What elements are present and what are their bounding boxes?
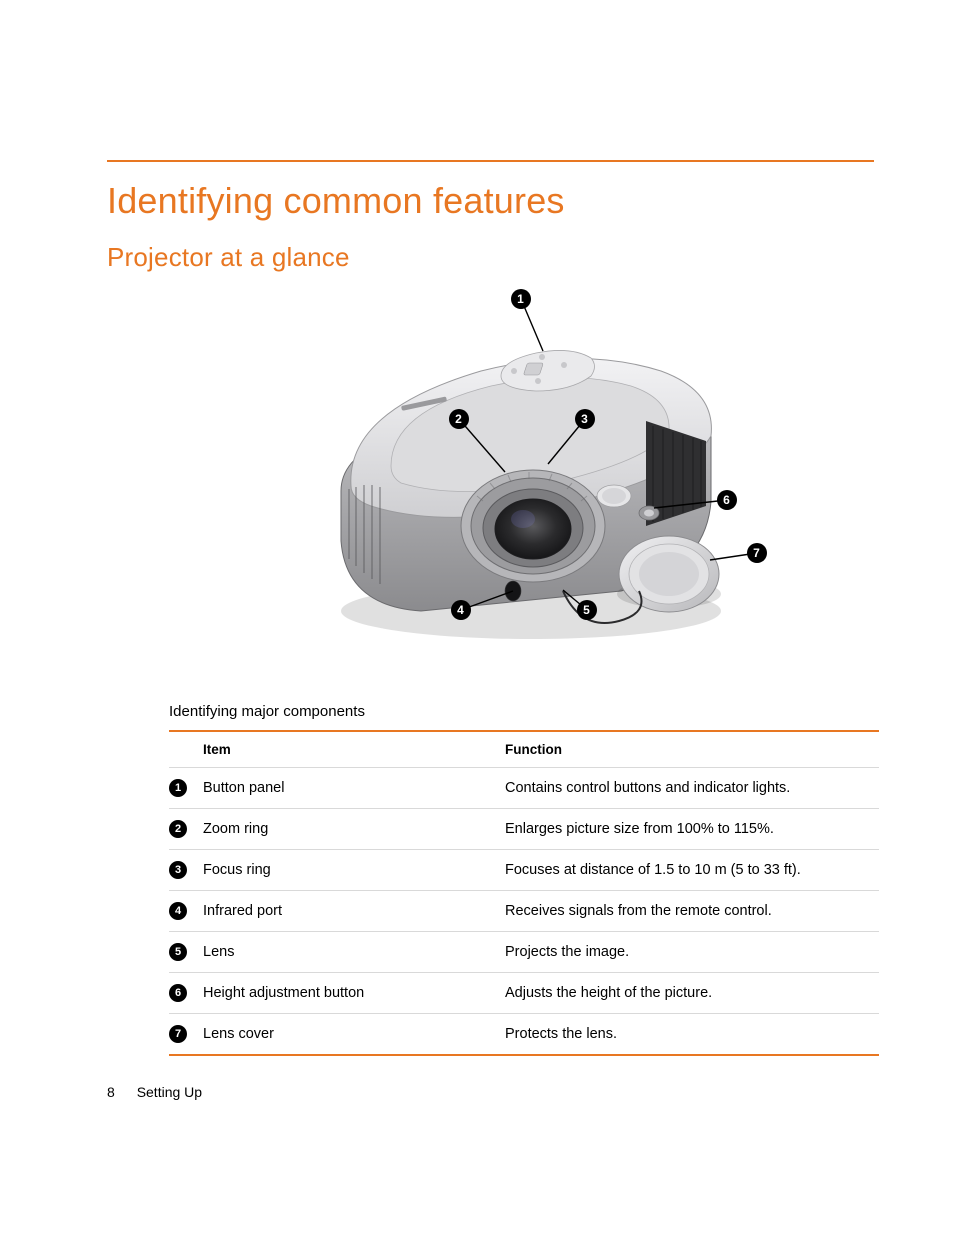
components-table: Item Function 1 Button panelContains cont… — [169, 730, 879, 1056]
table-header-function: Function — [505, 742, 879, 757]
callout-badge: 1 — [511, 289, 531, 309]
page-number: 8 — [107, 1084, 115, 1100]
row-function: Protects the lens. — [505, 1026, 879, 1042]
row-item: Lens cover — [203, 1026, 505, 1042]
row-function: Receives signals from the remote control… — [505, 903, 879, 919]
projector-figure: 1234567 — [251, 291, 731, 691]
row-number-cell: 3 — [169, 861, 203, 879]
row-number-badge: 7 — [169, 1025, 187, 1043]
heading-2: Projector at a glance — [107, 242, 874, 273]
row-function: Contains control buttons and indicator l… — [505, 780, 879, 796]
page-footer: 8 Setting Up — [107, 1084, 202, 1100]
table-row: 3 Focus ringFocuses at distance of 1.5 to… — [169, 850, 879, 891]
row-function: Projects the image. — [505, 944, 879, 960]
table-header-item: Item — [203, 742, 505, 757]
row-number-cell: 5 — [169, 943, 203, 961]
row-number-badge: 3 — [169, 861, 187, 879]
row-number-cell: 6 — [169, 984, 203, 1002]
callout-badge: 7 — [747, 543, 767, 563]
row-item: Height adjustment button — [203, 985, 505, 1001]
row-item: Focus ring — [203, 862, 505, 878]
heading-1: Identifying common features — [107, 180, 874, 222]
row-number-cell: 1 — [169, 779, 203, 797]
row-number-badge: 1 — [169, 779, 187, 797]
row-item: Infrared port — [203, 903, 505, 919]
callout-badge: 4 — [451, 600, 471, 620]
table-row: 6 Height adjustment buttonAdjusts the hei… — [169, 973, 879, 1014]
top-rule — [107, 160, 874, 162]
row-number-badge: 5 — [169, 943, 187, 961]
callout-badge: 6 — [717, 490, 737, 510]
row-function: Focuses at distance of 1.5 to 10 m (5 to… — [505, 862, 879, 878]
row-item: Zoom ring — [203, 821, 505, 837]
figure-caption: Identifying major components — [169, 703, 874, 720]
table-row: 4 Infrared portReceives signals from the … — [169, 891, 879, 932]
table-header-row: Item Function — [169, 732, 879, 768]
table-bottom-rule — [169, 1054, 879, 1056]
row-number-cell: 7 — [169, 1025, 203, 1043]
table-row: 5 LensProjects the image. — [169, 932, 879, 973]
row-item: Lens — [203, 944, 505, 960]
row-number-badge: 6 — [169, 984, 187, 1002]
row-function: Enlarges picture size from 100% to 115%. — [505, 821, 879, 837]
row-number-cell: 2 — [169, 820, 203, 838]
row-function: Adjusts the height of the picture. — [505, 985, 879, 1001]
footer-section: Setting Up — [137, 1084, 202, 1100]
table-body: 1 Button panelContains control buttons an… — [169, 768, 879, 1054]
row-number-badge: 4 — [169, 902, 187, 920]
table-row: 1 Button panelContains control buttons an… — [169, 768, 879, 809]
callout-badge: 3 — [575, 409, 595, 429]
row-item: Button panel — [203, 780, 505, 796]
row-number-badge: 2 — [169, 820, 187, 838]
callout-badge: 5 — [577, 600, 597, 620]
row-number-cell: 4 — [169, 902, 203, 920]
figure-wrap: 1 2 3 4 5 6 7 — [107, 291, 874, 691]
table-row: 2 Zoom ringEnlarges picture size from 100… — [169, 809, 879, 850]
callout-lines — [251, 291, 791, 691]
callout-badge: 2 — [449, 409, 469, 429]
table-row: 7 Lens coverProtects the lens. — [169, 1014, 879, 1054]
page: Identifying common features Projector at… — [0, 0, 954, 1056]
